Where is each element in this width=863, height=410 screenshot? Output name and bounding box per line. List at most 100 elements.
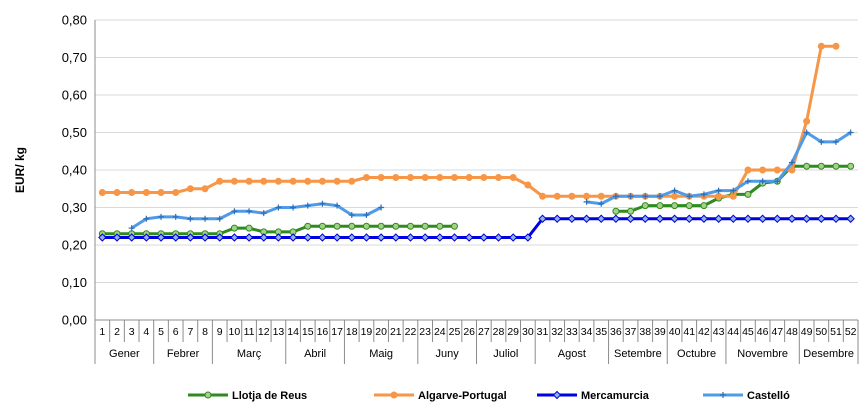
data-point: [730, 187, 737, 194]
data-point: [128, 225, 135, 232]
data-point: [832, 42, 840, 50]
data-point: [142, 189, 150, 196]
data-point: [656, 193, 663, 200]
week-label: 24: [434, 326, 446, 338]
month-label: Setembre: [614, 348, 662, 360]
data-point: [157, 189, 165, 196]
data-point: [378, 204, 385, 211]
week-label: 33: [566, 326, 578, 338]
week-label: 45: [742, 326, 754, 338]
data-point: [847, 162, 855, 170]
data-point: [627, 193, 634, 200]
week-label: 41: [683, 326, 695, 338]
data-point: [641, 202, 649, 210]
data-point: [202, 215, 209, 222]
legend-marker: [552, 390, 562, 400]
data-point: [802, 214, 811, 223]
y-tick-label: 0,00: [62, 313, 87, 328]
data-point: [406, 222, 414, 230]
series-line: [102, 217, 851, 239]
data-point: [817, 162, 825, 170]
month-label: Novembre: [737, 348, 788, 360]
gridlines: [95, 19, 858, 321]
data-point: [744, 190, 752, 198]
week-label: 47: [771, 326, 783, 338]
month-label: Març: [237, 348, 262, 360]
week-label: 34: [581, 326, 593, 338]
week-label: 13: [273, 326, 285, 338]
legend-label: Algarve-Portugal: [418, 390, 507, 402]
legend-marker: [390, 391, 398, 399]
data-point: [436, 174, 444, 181]
data-point: [671, 192, 679, 200]
data-point: [582, 214, 591, 223]
week-label: 19: [361, 326, 373, 338]
data-point: [363, 212, 370, 218]
data-point: [715, 187, 722, 194]
data-point: [186, 233, 195, 242]
data-point: [260, 210, 267, 217]
data-point: [583, 198, 590, 205]
legend-item: Algarve-Portugal: [374, 390, 507, 402]
data-point: [304, 202, 311, 209]
week-label: 46: [757, 326, 769, 338]
data-point: [450, 222, 458, 230]
data-point: [421, 174, 429, 181]
legend-item: Llotja de Reus: [188, 390, 307, 402]
data-point: [759, 166, 767, 174]
week-label: 52: [845, 326, 857, 338]
data-point: [187, 215, 194, 222]
data-point: [319, 200, 326, 207]
data-point: [803, 162, 811, 170]
data-point: [186, 185, 194, 193]
data-point: [362, 222, 370, 230]
data-point: [612, 193, 619, 200]
week-label: 29: [507, 326, 519, 338]
data-point: [758, 214, 767, 223]
data-point: [831, 214, 841, 223]
data-point: [655, 214, 665, 223]
week-label: 30: [522, 326, 534, 338]
data-point: [847, 129, 854, 136]
data-point: [259, 233, 268, 242]
data-point: [216, 177, 224, 185]
data-point: [832, 162, 840, 170]
week-label: 4: [143, 326, 149, 338]
month-label: Desembre: [803, 348, 854, 360]
week-label: 51: [830, 326, 842, 338]
month-label: Agost: [558, 348, 586, 360]
week-label: 7: [187, 326, 193, 338]
data-point: [348, 212, 355, 218]
week-label: 43: [713, 326, 725, 338]
data-point: [714, 214, 723, 223]
week-label: 6: [173, 326, 179, 338]
plot-area: [98, 42, 855, 242]
week-label: 2: [114, 326, 120, 338]
data-point: [406, 174, 414, 181]
series-llotja-de-reus: [98, 162, 855, 238]
data-point: [627, 207, 635, 215]
data-point: [127, 233, 136, 242]
legend-label: Castelló: [747, 390, 790, 402]
week-label: 35: [595, 326, 607, 338]
data-point: [113, 189, 121, 196]
data-point: [318, 222, 326, 230]
data-point: [318, 177, 326, 185]
month-label: Juliol: [493, 348, 518, 360]
data-point: [98, 233, 107, 242]
data-point: [465, 174, 473, 181]
data-point: [729, 214, 738, 223]
legend-marker: [204, 391, 212, 399]
week-label: 32: [551, 326, 563, 338]
data-point: [568, 192, 576, 200]
data-point: [420, 233, 430, 242]
data-point: [553, 192, 561, 200]
week-label: 18: [346, 326, 358, 338]
data-point: [817, 42, 825, 50]
series-line: [102, 44, 836, 198]
data-point: [290, 204, 297, 211]
data-point: [392, 222, 400, 230]
data-point: [435, 233, 445, 242]
data-point: [552, 214, 562, 223]
